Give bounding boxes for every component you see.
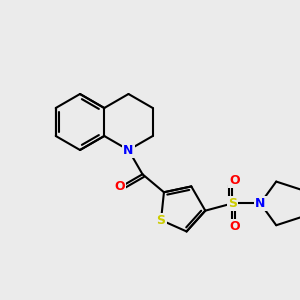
Text: S: S [157, 214, 166, 226]
Text: S: S [228, 197, 237, 210]
Text: O: O [229, 174, 240, 187]
Text: N: N [123, 143, 134, 157]
Text: O: O [115, 180, 125, 193]
Text: N: N [255, 197, 266, 210]
Text: O: O [229, 220, 240, 233]
